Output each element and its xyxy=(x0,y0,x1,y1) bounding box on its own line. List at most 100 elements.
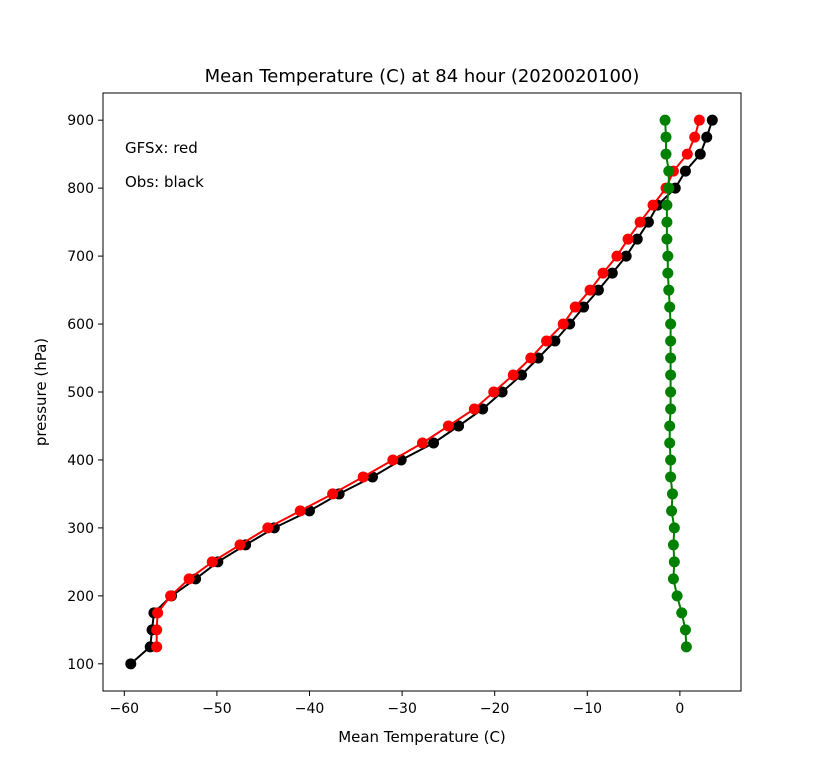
data-point xyxy=(679,624,691,636)
data-point xyxy=(507,369,519,381)
data-point xyxy=(620,250,632,262)
x-axis-title: Mean Temperature (C) xyxy=(338,728,506,746)
data-point xyxy=(665,471,677,483)
data-point xyxy=(666,505,678,517)
y-axis-title: pressure (hPa) xyxy=(32,338,50,446)
data-point xyxy=(488,386,500,398)
y-tick-label: 600 xyxy=(67,317,94,333)
data-point xyxy=(516,369,528,381)
y-tick-label: 900 xyxy=(67,113,94,129)
data-point xyxy=(661,199,673,211)
data-point xyxy=(668,522,680,534)
y-tick-label: 300 xyxy=(67,521,94,537)
data-point xyxy=(357,471,369,483)
series-line xyxy=(155,119,701,647)
data-point xyxy=(662,250,674,262)
x-tick-label: 0 xyxy=(675,701,684,717)
y-tick-label: 500 xyxy=(67,385,94,401)
data-point xyxy=(387,454,399,466)
data-point xyxy=(294,505,306,517)
y-tick-label: 800 xyxy=(67,181,94,197)
data-point xyxy=(525,352,537,364)
data-point xyxy=(611,250,623,262)
data-point xyxy=(661,216,673,228)
data-point xyxy=(125,658,137,670)
data-point xyxy=(557,318,569,330)
data-point xyxy=(606,267,618,279)
data-point xyxy=(664,437,676,449)
data-point xyxy=(664,420,676,432)
y-tick-label: 700 xyxy=(67,249,94,265)
data-point xyxy=(327,488,339,500)
data-point xyxy=(665,352,677,364)
data-point xyxy=(569,301,581,313)
data-point xyxy=(642,216,654,228)
series-gfsx xyxy=(151,114,705,653)
data-point xyxy=(706,114,718,126)
data-point xyxy=(664,301,676,313)
data-point xyxy=(541,335,553,347)
data-point xyxy=(151,624,163,636)
series-line xyxy=(130,119,714,665)
data-point xyxy=(234,539,246,551)
data-point xyxy=(597,267,609,279)
data-point xyxy=(663,182,675,194)
data-point xyxy=(428,437,440,449)
data-point xyxy=(663,284,675,296)
data-point xyxy=(662,267,674,279)
data-point xyxy=(647,199,659,211)
data-point xyxy=(468,403,480,415)
series-layer xyxy=(125,114,718,670)
data-point xyxy=(679,165,691,177)
data-point xyxy=(584,284,596,296)
data-point xyxy=(665,318,677,330)
data-point xyxy=(671,590,683,602)
x-tick-label: −50 xyxy=(202,701,232,717)
data-point xyxy=(416,437,428,449)
data-point xyxy=(689,131,701,143)
data-point xyxy=(660,148,672,160)
data-point xyxy=(694,148,706,160)
x-tick-label: −30 xyxy=(387,701,417,717)
series-obs xyxy=(125,114,718,670)
y-tick-label: 400 xyxy=(67,453,94,469)
y-tick-label: 200 xyxy=(67,589,94,605)
legend-note-model: GFSx: red xyxy=(125,139,198,157)
data-point xyxy=(152,607,164,619)
data-point xyxy=(634,216,646,228)
data-point xyxy=(442,420,454,432)
data-point xyxy=(592,284,604,296)
data-point xyxy=(453,420,465,432)
data-point xyxy=(665,369,677,381)
data-point xyxy=(681,148,693,160)
data-point xyxy=(701,131,713,143)
data-point xyxy=(183,573,195,585)
data-point xyxy=(665,386,677,398)
data-point xyxy=(665,335,677,347)
data-point xyxy=(660,131,672,143)
data-point xyxy=(666,488,678,500)
data-point xyxy=(667,539,679,551)
x-tick-label: −60 xyxy=(110,701,140,717)
series-line xyxy=(664,120,688,647)
data-point xyxy=(676,607,688,619)
x-axis: −60 −50 −40 −30 −20 −10 0 xyxy=(110,691,684,717)
x-tick-label: −10 xyxy=(573,701,603,717)
data-point xyxy=(693,114,705,126)
data-point xyxy=(549,335,561,347)
data-point xyxy=(680,641,692,653)
x-tick-label: −40 xyxy=(295,701,325,717)
data-point xyxy=(661,233,673,245)
data-point xyxy=(665,403,677,415)
series-diff xyxy=(659,114,692,653)
chart-title: Mean Temperature (C) at 84 hour (2020020… xyxy=(205,66,640,87)
y-axis: 100 200 300 400 500 600 700 800 900 xyxy=(67,113,103,673)
data-point xyxy=(496,386,508,398)
data-point xyxy=(165,590,177,602)
x-tick-label: −20 xyxy=(480,701,510,717)
data-point xyxy=(262,522,274,534)
data-point xyxy=(631,233,643,245)
data-point xyxy=(622,233,634,245)
y-tick-label: 100 xyxy=(67,657,94,673)
